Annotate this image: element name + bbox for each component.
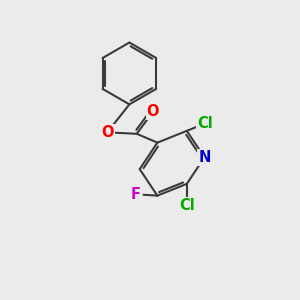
Text: F: F — [130, 187, 140, 202]
Text: Cl: Cl — [179, 198, 195, 213]
Text: Cl: Cl — [197, 116, 213, 131]
Text: O: O — [101, 125, 114, 140]
Text: N: N — [198, 150, 211, 165]
Text: O: O — [147, 104, 159, 119]
